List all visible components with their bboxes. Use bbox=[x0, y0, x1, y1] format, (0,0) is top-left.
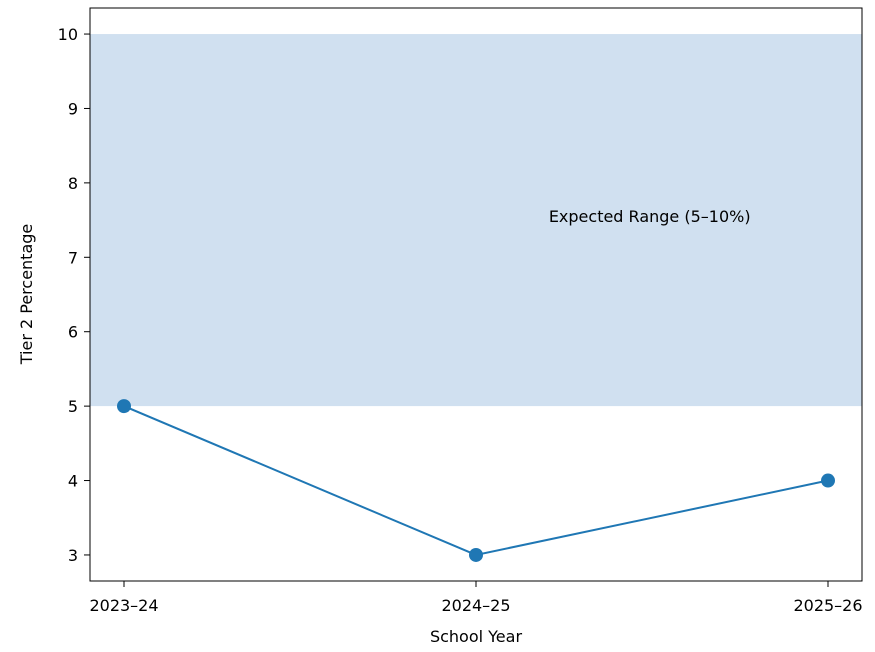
y-tick-label: 4 bbox=[68, 472, 78, 491]
expected-range-band bbox=[90, 34, 862, 407]
data-point-2023–24 bbox=[117, 399, 131, 414]
y-tick-label: 6 bbox=[68, 323, 78, 342]
y-tick-label: 10 bbox=[58, 25, 78, 44]
y-tick-label: 7 bbox=[68, 248, 78, 267]
x-tick-label: 2024–25 bbox=[441, 596, 510, 615]
data-point-2024–25 bbox=[469, 547, 483, 562]
x-tick-label: 2025–26 bbox=[793, 596, 862, 615]
y-tick-label: 9 bbox=[68, 99, 78, 118]
y-axis-label: Tier 2 Percentage bbox=[17, 224, 36, 366]
y-tick-label: 5 bbox=[68, 397, 78, 416]
data-point-2025–26 bbox=[821, 473, 835, 488]
y-tick-label: 3 bbox=[68, 546, 78, 565]
band-annotation-label: Expected Range (5–10%) bbox=[549, 207, 751, 226]
x-axis-label: School Year bbox=[430, 627, 523, 646]
y-tick-label: 8 bbox=[68, 174, 78, 193]
x-tick-label: 2023–24 bbox=[89, 596, 158, 615]
